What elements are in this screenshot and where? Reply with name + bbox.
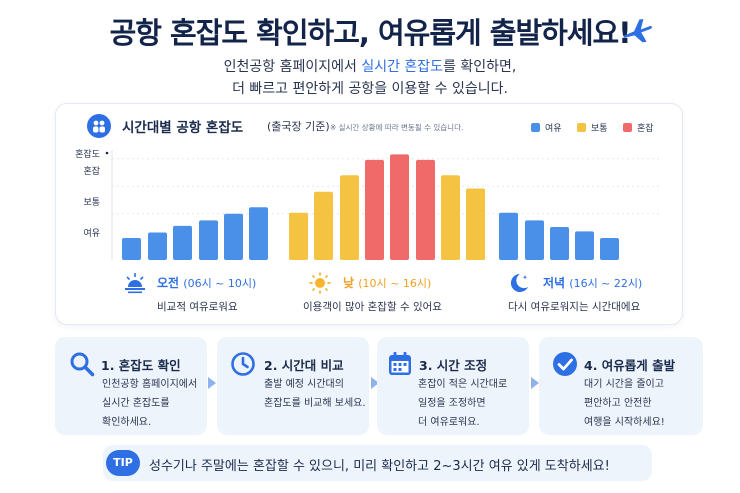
step-desc-4: 대기 시간을 줄이고 편안하고 안전한 여행을 시작하세요! <box>584 379 665 428</box>
y-tick-busy: 혼잡 <box>83 167 100 177</box>
sunrise-icon <box>125 273 145 294</box>
period-daytime: 낮 (10시 ~ 16시) <box>343 276 432 290</box>
period-morning: 오전 (06시 ~ 10시) <box>157 276 257 290</box>
y-tick-normal: 보통 <box>83 198 100 208</box>
legend-swatch-free <box>531 123 540 132</box>
chart-subtitle: (출국장 기준) <box>267 120 330 133</box>
step-card-3 <box>377 337 529 435</box>
period-evening: 저녁 (16시 ~ 22시) <box>543 276 643 290</box>
chart-title: 시간대별 공항 혼잡도 <box>122 120 244 136</box>
people-icon <box>87 114 111 138</box>
step-title-4: 4. 여유롭게 출발 <box>584 358 676 373</box>
calendar-icon <box>389 352 411 375</box>
y-axis-title: 혼잡도 <box>75 150 100 160</box>
clock-icon <box>231 352 255 376</box>
tip-badge: TIP <box>106 450 140 476</box>
chart-note: ※ 실시간 상황에 따라 변동될 수 있습니다. <box>330 123 464 132</box>
period-evening-desc: 다시 여유로워지는 시간대에요 <box>508 301 641 313</box>
moon-icon <box>510 273 528 292</box>
tip-bar <box>103 445 652 481</box>
page-title: 공항 혼잡도 확인하고, 여유롭게 출발하세요! <box>109 16 632 50</box>
subtitle-highlight: 실시간 혼잡도 <box>361 59 444 75</box>
step-title-2: 2. 시간대 비교 <box>264 358 344 373</box>
period-morning-desc: 비교적 여유로워요 <box>157 301 238 313</box>
chevron-right-icon <box>531 377 539 389</box>
airplane-icon <box>623 18 652 43</box>
legend-swatch-normal <box>577 123 586 132</box>
legend-swatch-busy <box>623 123 632 132</box>
y-tick-free: 여유 <box>83 229 100 239</box>
step-title-1: 1. 혼잡도 확인 <box>101 358 181 373</box>
legend-item-free: 여유 <box>531 121 562 134</box>
subtitle-line1: 인천공항 홈페이지에서 실시간 혼잡도를 확인하면, <box>223 59 517 75</box>
step-desc-2: 출발 예정 시간대의 혼잡도를 비교해 보세요. <box>264 379 366 409</box>
legend-item-busy: 혼잡 <box>623 121 654 134</box>
search-icon <box>70 352 95 377</box>
step-desc-3: 혼잡이 적은 시간대로 일정을 조정하면 더 여유로워요. <box>418 379 508 428</box>
check-circle-icon <box>553 352 577 376</box>
step-title-3: 3. 시간 조정 <box>419 358 488 373</box>
chevron-right-icon <box>208 377 216 389</box>
subtitle-line2: 더 빠르고 편안하게 공항을 이용할 수 있습니다. <box>232 81 508 97</box>
step-desc-1: 인천공항 홈페이지에서 실시간 혼잡도를 확인하세요. <box>102 379 198 428</box>
chart-card <box>55 103 683 325</box>
legend-item-normal: 보통 <box>577 121 608 134</box>
tip-text: 성수기나 주말에는 혼잡할 수 있으니, 미리 확인하고 2~3시간 여유 있게… <box>149 459 610 474</box>
chevron-right-icon <box>371 377 379 389</box>
period-daytime-desc: 이용객이 많아 혼잡할 수 있어요 <box>303 301 442 313</box>
sun-icon <box>309 272 331 294</box>
